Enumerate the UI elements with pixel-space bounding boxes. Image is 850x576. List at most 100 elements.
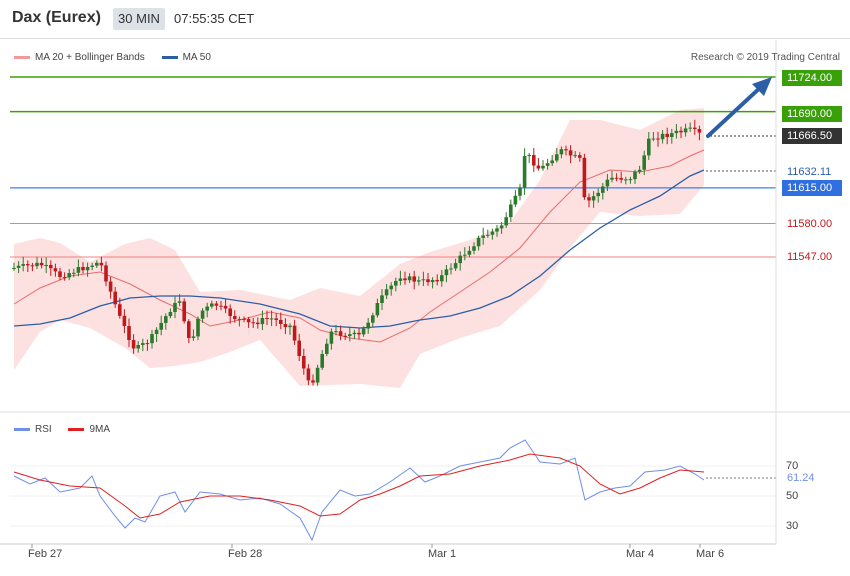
candle-body-131 [614,177,619,179]
candle-body-121 [568,150,573,156]
candle-body-107 [504,217,508,226]
candle-body-6 [39,262,44,266]
candle-body-24 [122,315,127,327]
resistance-1-tag: 11690.00 [782,106,842,122]
candle-body-106 [499,225,504,229]
candle-body-71 [338,331,343,336]
candle-body-134 [628,179,633,181]
candle-body-88 [417,280,421,282]
candle-body-47 [228,308,232,317]
candle-body-127 [596,192,600,197]
candle-body-50 [242,318,246,320]
candle-body-132 [619,177,623,180]
candle-body-27 [136,345,140,349]
timeframe-badge[interactable]: 30 MIN [113,8,165,30]
ma50-label: MA 50 [182,52,211,63]
candle-body-144 [674,130,679,134]
ma20-line [13,149,705,343]
candle-body-99 [467,250,472,255]
candle-body-135 [633,171,637,180]
candle-body-20 [104,265,108,282]
candle-body-129 [605,179,610,187]
candle-body-40 [196,318,200,337]
x-label-mar1: Mar 1 [428,548,457,560]
candle-body-8 [49,265,53,269]
candle-body-70 [334,331,338,333]
candle-body-85 [403,278,407,281]
candle-body-105 [495,228,499,232]
candle-body-142 [665,133,669,137]
candle-body-22 [113,291,117,305]
forecast-arrow-head [752,77,772,96]
ma9-swatch [68,427,85,431]
candle-body-2 [21,264,25,266]
ma20-swatch [14,55,30,59]
candle-body-32 [159,322,163,330]
bollinger-band-area [14,108,704,388]
candle-body-66 [315,367,320,383]
rsi-value-tag: 61.24 [782,470,842,486]
candle-body-83 [394,280,398,286]
candle-body-19 [99,262,104,266]
candle-body-82 [389,285,393,290]
ma-value-tag: 11632.11 [782,164,842,180]
candle-body-111 [522,156,527,188]
candle-body-12 [67,273,71,278]
x-axis [0,40,777,548]
rsi-tick-30: 30 [786,520,799,532]
x-label-mar6: Mar 6 [696,548,725,560]
support-1-tag: 11615.00 [782,180,842,196]
candle-body-39 [191,336,196,338]
candle-body-11 [62,277,67,279]
candle-body-126 [591,196,596,201]
candle-body-124 [582,157,587,198]
candle-body-0 [12,267,16,269]
candle-body-115 [541,165,545,169]
main-legend: MA 20 + Bollinger Bands MA 50 [14,52,225,63]
bollinger-bands [14,108,704,388]
candle-body-43 [210,303,214,307]
candle-body-138 [647,138,651,156]
candle-body-56 [269,318,274,320]
candle-body-5 [35,262,39,267]
candle-body-59 [283,324,288,328]
candle-body-96 [453,263,458,269]
candle-body-14 [76,267,81,273]
candle-body-15 [81,267,85,271]
chart-header: Dax (Eurex) 30 MIN 07:55:35 CET [0,0,850,39]
forecast-arrow [706,77,772,138]
candle-body-122 [573,155,577,157]
candle-body-21 [108,281,113,292]
candle-body-25 [127,326,131,341]
candle-body-119 [559,149,564,155]
candle-body-145 [679,130,683,133]
candle-body-38 [187,321,191,338]
candle-body-33 [164,316,168,323]
candle-body-31 [154,329,159,335]
candle-body-95 [449,268,453,270]
candle-body-13 [72,272,76,274]
candle-body-54 [260,318,265,325]
candle-body-103 [486,234,490,236]
rsi-tick-70: 70 [786,460,799,472]
candle-body-52 [251,322,255,324]
candle-body-55 [265,318,269,320]
candle-body-44 [214,303,219,306]
candle-body-148 [693,127,697,130]
candle-body-114 [536,165,541,169]
candle-body-73 [348,334,352,337]
candle-body-29 [145,343,150,345]
candle-body-26 [131,340,136,349]
x-label-feb27: Feb 27 [28,548,63,560]
candle-body-116 [545,163,550,166]
candle-body-81 [384,289,389,296]
rsi-legend: RSI 9MA [14,424,124,435]
candle-body-104 [490,231,495,235]
candle-body-102 [481,235,485,238]
timestamp: 07:55:35 CET [174,11,255,26]
level-lines [10,76,776,258]
candle-body-69 [329,331,334,344]
x-label-mar4: Mar 4 [626,548,655,560]
candle-body-143 [670,133,674,137]
candle-body-94 [444,269,449,276]
